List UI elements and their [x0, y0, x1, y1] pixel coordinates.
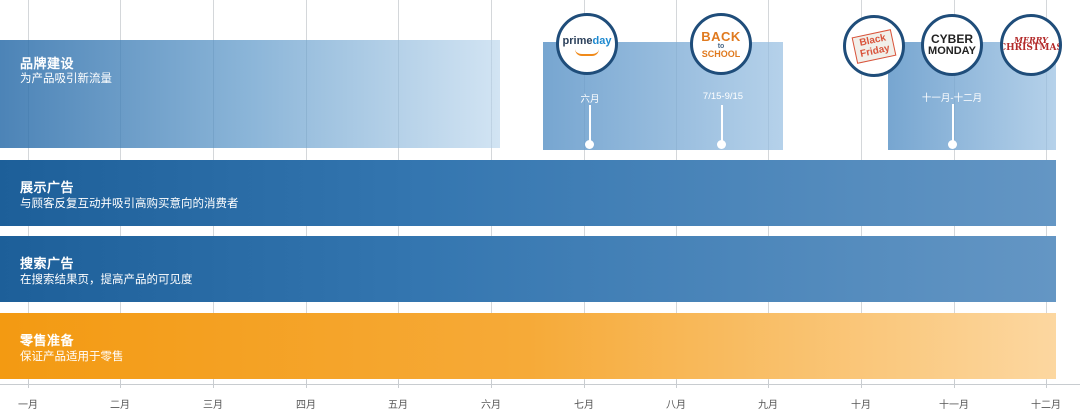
- back-to-school-logo-text-b: to: [717, 42, 725, 50]
- cyber-monday-logo-text-b: MONDAY: [928, 44, 976, 57]
- display-ads-title: 展示广告: [20, 180, 75, 195]
- back-to-school-logo-text-a: BACK: [701, 28, 741, 44]
- holiday-marker-dot: [948, 140, 957, 149]
- holiday-marker-line: [952, 104, 954, 143]
- month-label: 十二月: [1031, 400, 1061, 411]
- christmas-logo-text-a: MERRY: [1014, 35, 1048, 46]
- retail-prep-title: 零售准备: [20, 333, 75, 348]
- retail-prep-subtitle: 保证产品适用于零售: [20, 351, 124, 363]
- back-to-school-marker-line: [721, 105, 723, 143]
- primeday-logo-text-b: day: [592, 35, 612, 47]
- retail-prep-band: 零售准备 保证产品适用于零售: [0, 313, 1056, 379]
- cyber-monday-logo-text-a: CYBER: [930, 31, 973, 46]
- month-label: 十月: [851, 400, 871, 411]
- primeday-period: 六月: [580, 94, 600, 105]
- holiday-period: 十一月-十二月: [921, 93, 983, 104]
- primeday-marker-dot: [585, 140, 594, 149]
- brand-title: 品牌建设: [20, 56, 75, 71]
- brand-subtitle: 为产品吸引新流量: [20, 73, 112, 85]
- christmas-logo-text-b: CHRISTMAS: [1000, 43, 1062, 54]
- primeday-logo-icon: primeday: [556, 13, 618, 75]
- primeday-marker-line: [589, 105, 591, 143]
- timeline-axis: [0, 384, 1080, 385]
- month-label: 十一月: [939, 400, 969, 411]
- month-label: 九月: [758, 400, 778, 411]
- search-ads-title: 搜索广告: [20, 256, 75, 271]
- back-to-school-period: 7/15-9/15: [702, 91, 744, 102]
- month-label: 二月: [110, 400, 130, 411]
- search-ads-subtitle: 在搜索结果页，提高产品的可见度: [20, 274, 193, 286]
- month-label: 七月: [574, 400, 594, 411]
- month-label: 一月: [18, 400, 38, 411]
- display-ads-band: 展示广告 与顾客反复互动并吸引高购买意向的消费者: [0, 160, 1056, 226]
- back-to-school-logo-icon: BACK to SCHOOL: [690, 13, 752, 75]
- primeday-logo-text-a: prime: [562, 35, 593, 47]
- brand-band: 品牌建设 为产品吸引新流量: [0, 40, 500, 148]
- back-to-school-logo-text-c: SCHOOL: [701, 48, 741, 59]
- display-ads-subtitle: 与顾客反复互动并吸引高购买意向的消费者: [20, 198, 239, 210]
- month-label: 四月: [296, 400, 316, 411]
- back-to-school-marker-dot: [717, 140, 726, 149]
- month-label: 六月: [481, 400, 501, 411]
- search-ads-band: 搜索广告 在搜索结果页，提高产品的可见度: [0, 236, 1056, 302]
- month-label: 三月: [203, 400, 223, 411]
- black-friday-logo-icon: Black Friday: [843, 15, 905, 77]
- christmas-logo-icon: MERRY CHRISTMAS: [1000, 14, 1062, 76]
- cyber-monday-logo-icon: CYBER MONDAY: [921, 14, 983, 76]
- month-label: 八月: [666, 400, 686, 411]
- month-label: 五月: [388, 400, 408, 411]
